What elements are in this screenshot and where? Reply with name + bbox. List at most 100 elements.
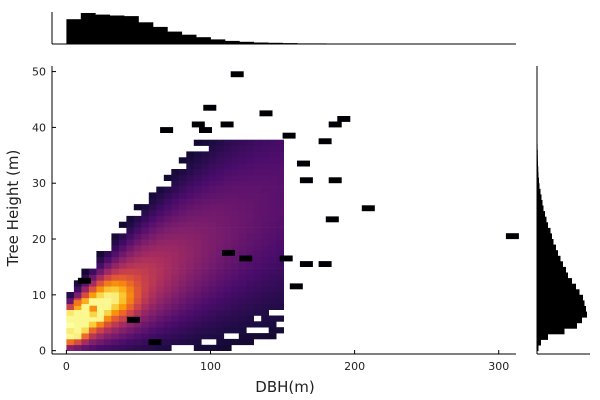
right-hist-bar	[537, 205, 544, 212]
heatmap-bin	[268, 321, 277, 328]
heatmap-bin	[261, 268, 269, 275]
heatmap-bin	[201, 321, 210, 328]
heatmap-bin	[171, 256, 180, 264]
heatmap-bin	[253, 215, 262, 223]
heatmap-bin	[276, 251, 284, 258]
heatmap-bin	[246, 280, 254, 287]
heatmap-bin	[216, 192, 225, 199]
heatmap-bin	[231, 239, 240, 246]
heatmap-bin	[178, 227, 187, 234]
heatmap-bin	[96, 274, 105, 281]
heatmap-bin	[178, 180, 187, 187]
heatmap-bin	[103, 303, 112, 310]
heatmap-bin	[253, 286, 262, 293]
heatmap-bin	[171, 292, 180, 299]
heatmap-bin	[96, 327, 105, 334]
heatmap-bin	[223, 321, 232, 328]
y-tick-label: 0	[39, 345, 46, 358]
heatmap-bin	[268, 151, 277, 158]
heatmap-bin	[246, 239, 254, 246]
heatmap-bin	[111, 303, 120, 310]
heatmap-bin	[126, 297, 135, 305]
heatmap-bin	[148, 210, 157, 217]
heatmap-bin	[253, 262, 262, 269]
heatmap-outlier-bin	[328, 121, 342, 128]
heatmap-bin	[261, 169, 269, 176]
heatmap-bin	[201, 233, 210, 240]
heatmap-bin	[81, 274, 90, 281]
heatmap-bin	[223, 245, 232, 252]
heatmap-bin	[268, 268, 277, 275]
heatmap-bin	[223, 239, 232, 246]
heatmap-bin	[118, 303, 127, 310]
heatmap-bin	[111, 333, 120, 340]
heatmap-bin	[96, 256, 105, 264]
right-hist-bar	[537, 255, 561, 262]
heatmap-bin	[193, 315, 202, 322]
heatmap-bin	[96, 251, 105, 258]
heatmap-bin	[208, 327, 217, 334]
heatmap-bin	[223, 139, 232, 146]
heatmap-bin	[111, 274, 120, 281]
heatmap-bin	[88, 327, 97, 334]
heatmap-bin	[201, 303, 210, 310]
heatmap-bin	[133, 262, 142, 269]
heatmap-bin	[163, 286, 172, 293]
heatmap-bin	[118, 292, 127, 299]
heatmap-bin	[141, 210, 150, 217]
heatmap-bin	[171, 204, 180, 211]
heatmap-bin	[178, 268, 187, 275]
heatmap-bin	[261, 245, 269, 252]
heatmap-bin	[223, 210, 232, 217]
heatmap-bin	[96, 297, 105, 305]
heatmap-bin	[216, 344, 225, 351]
heatmap-bin	[73, 303, 82, 310]
heatmap-bin	[246, 145, 254, 152]
heatmap-bin	[171, 338, 180, 346]
heatmap-bin	[268, 256, 277, 264]
heatmap-bin	[238, 268, 247, 275]
heatmap-bin	[118, 315, 127, 322]
heatmap-bin	[231, 192, 240, 199]
heatmap-bin	[276, 274, 284, 281]
heatmap-bin	[276, 215, 284, 223]
heatmap-bin	[276, 163, 284, 170]
heatmap-bin	[231, 204, 240, 211]
heatmap-outlier-bin	[199, 127, 212, 133]
heatmap-bin	[223, 338, 232, 346]
heatmap-bin	[133, 297, 142, 305]
heatmap-bin	[141, 327, 150, 334]
heatmap-bin	[231, 174, 240, 181]
heatmap-bin	[201, 215, 210, 223]
heatmap-bin	[268, 221, 277, 228]
heatmap-bin	[156, 274, 165, 281]
heatmap-bin	[246, 186, 254, 193]
heatmap-bin	[163, 174, 172, 181]
heatmap-bin	[103, 297, 112, 305]
heatmap-bin	[216, 268, 225, 275]
heatmap-hotspot-bin	[66, 328, 74, 334]
heatmap-bin	[276, 204, 284, 211]
heatmap-bin	[261, 186, 269, 193]
heatmap-bin	[201, 274, 210, 281]
heatmap-bin	[178, 280, 187, 287]
main-heatmap-panel	[66, 71, 519, 351]
heatmap-bin	[133, 268, 142, 275]
heatmap-bin	[208, 180, 217, 187]
heatmap-bin	[178, 210, 187, 217]
heatmap-bin	[126, 215, 135, 223]
heatmap-bin	[193, 344, 202, 351]
heatmap-bin	[186, 151, 195, 158]
right-hist-bar	[537, 261, 563, 268]
heatmap-bin	[171, 180, 180, 187]
heatmap-bin	[238, 215, 247, 223]
heatmap-bin	[223, 227, 232, 234]
heatmap-bin	[246, 309, 254, 316]
heatmap-bin	[268, 303, 277, 310]
heatmap-bin	[186, 186, 195, 193]
heatmap-bin	[261, 227, 269, 234]
heatmap-bin	[201, 344, 210, 351]
heatmap-bin	[238, 233, 247, 240]
heatmap-outlier-bin	[191, 121, 205, 128]
heatmap-bin	[261, 262, 269, 269]
